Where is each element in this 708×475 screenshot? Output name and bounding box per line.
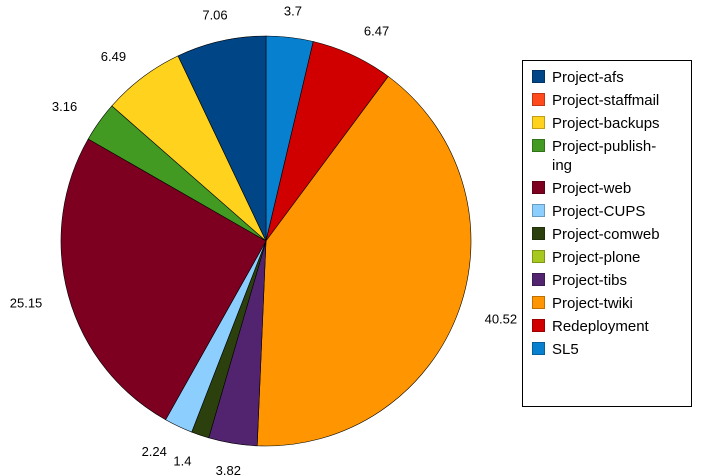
legend-item: Project-backups xyxy=(523,110,691,133)
legend-swatch xyxy=(532,70,545,83)
legend-item: Project-tibs xyxy=(523,267,691,290)
legend-label: Project-twiki xyxy=(552,295,633,312)
legend-item: Project-web xyxy=(523,175,691,198)
pie-data-labels: 3.7 6.47 40.52 3.82 1.4 2.24 25.15 3.16 6.49 7.06 xyxy=(10,4,517,475)
pie-data-label: 40.52 xyxy=(485,312,518,327)
pie-data-label: 1.4 xyxy=(173,454,191,469)
legend-item: Project-twiki xyxy=(523,290,691,313)
pie-data-label: 25.15 xyxy=(10,296,43,311)
legend-item: Project-staffmail xyxy=(523,87,691,110)
chart-legend: Project-afs Project-staffmail Project-back… xyxy=(522,60,692,407)
legend-label: Project-CUPS xyxy=(552,203,646,220)
legend-item: Project-CUPS xyxy=(523,198,691,221)
legend-swatch xyxy=(532,116,545,129)
legend-label: Project-comweb xyxy=(552,226,660,243)
legend-swatch xyxy=(532,181,545,194)
legend-item: Project-afs xyxy=(523,64,691,87)
legend-label: Project-tibs xyxy=(552,272,628,289)
legend-item: Project-plone xyxy=(523,244,691,267)
legend-swatch xyxy=(532,319,545,332)
pie-slice-project-twiki xyxy=(256,76,472,447)
pie-slice-project-web xyxy=(60,138,267,421)
legend-label: Project-staffmail xyxy=(552,92,660,109)
legend-label: Project-publish-ing xyxy=(552,138,657,174)
pie-slice-project-afs xyxy=(177,35,267,242)
legend-swatch xyxy=(532,204,545,217)
pie-slices xyxy=(60,35,472,447)
legend-item: Redeployment xyxy=(523,313,691,336)
legend-swatch xyxy=(532,342,545,355)
legend-label: Project-plone xyxy=(552,249,641,266)
legend-swatch xyxy=(532,250,545,263)
pie-data-label: 6.47 xyxy=(364,24,389,39)
pie-data-label: 2.24 xyxy=(142,444,167,459)
pie-data-label: 3.16 xyxy=(52,99,77,114)
legend-swatch xyxy=(532,139,545,152)
legend-swatch xyxy=(532,273,545,286)
legend-item: Project-comweb xyxy=(523,221,691,244)
legend-item: Project-publish-ing xyxy=(523,133,691,175)
pie-data-label: 6.49 xyxy=(101,49,126,64)
legend-item: SL5 xyxy=(523,336,691,359)
legend-label: SL5 xyxy=(552,341,579,358)
pie-data-label: 3.7 xyxy=(284,4,302,19)
legend-label: Project-web xyxy=(552,180,632,197)
pie-data-label: 7.06 xyxy=(202,8,227,23)
legend-label: Redeployment xyxy=(552,318,649,335)
legend-swatch xyxy=(532,296,545,309)
legend-label: Project-backups xyxy=(552,115,660,132)
legend-swatch xyxy=(532,227,545,240)
pie-data-label: 3.82 xyxy=(216,463,241,475)
legend-label: Project-afs xyxy=(552,69,624,86)
legend-swatch xyxy=(532,93,545,106)
